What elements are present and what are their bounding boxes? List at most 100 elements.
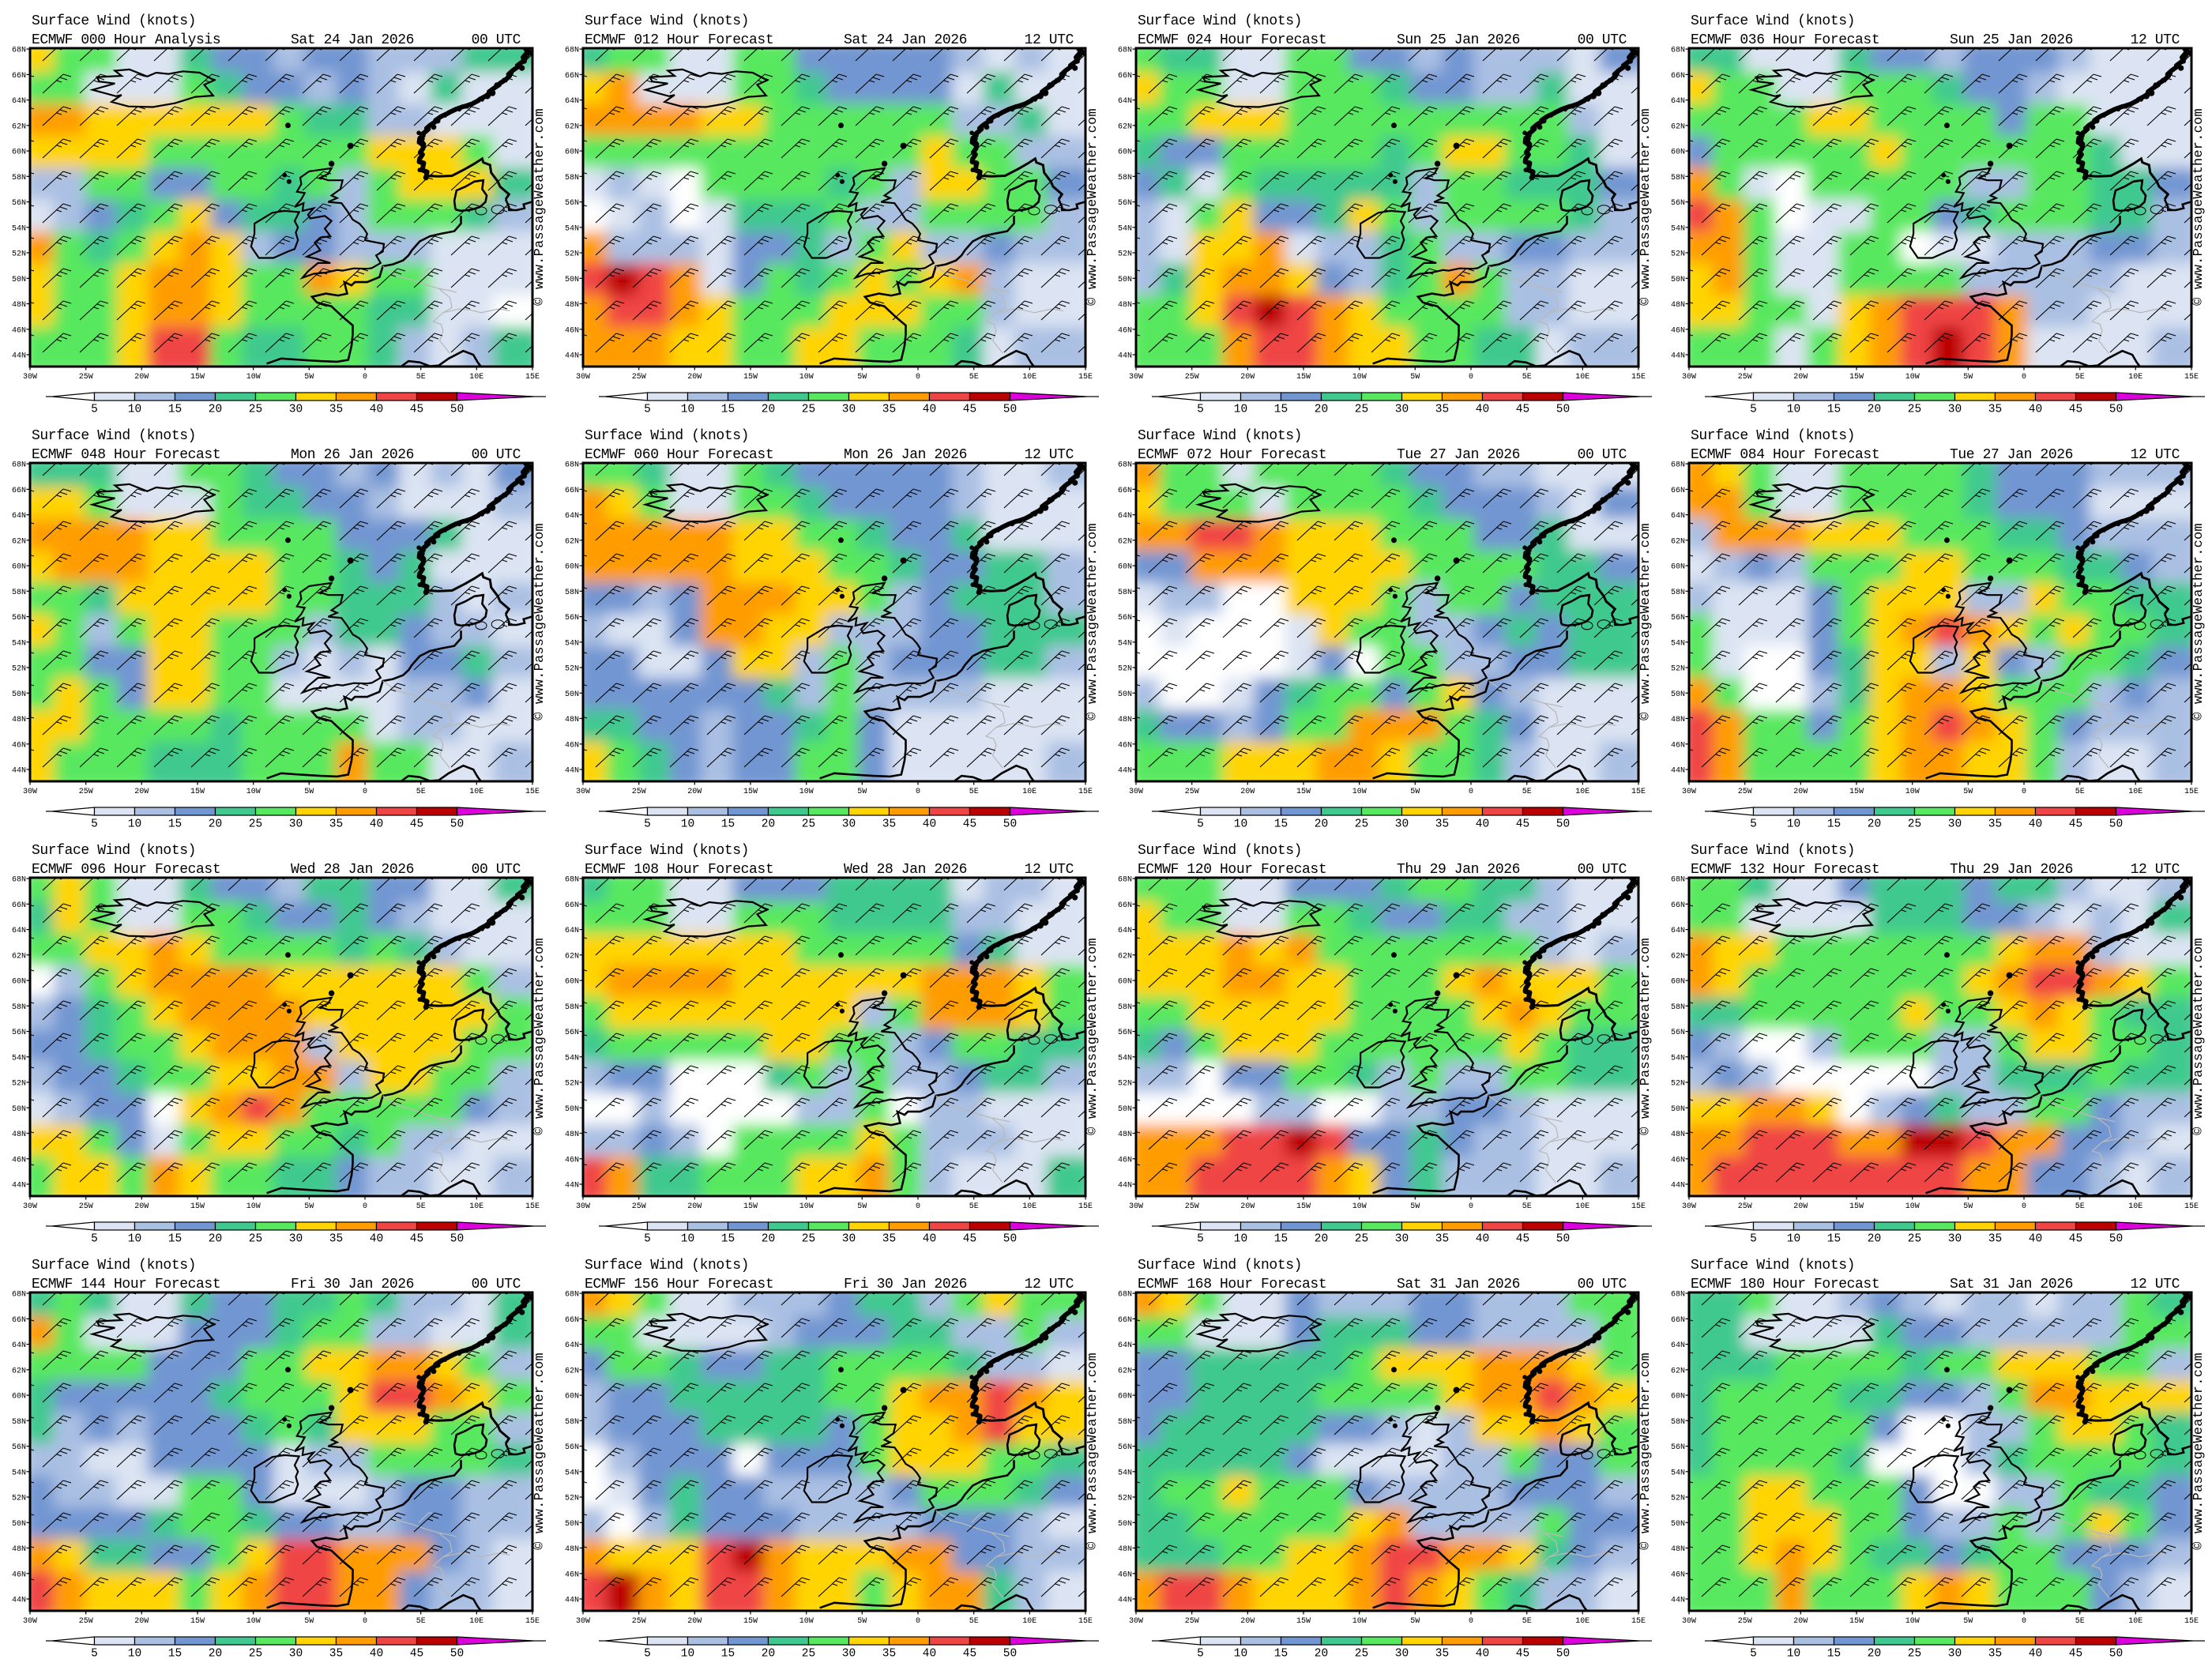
- svg-text:10E: 10E: [1575, 788, 1589, 796]
- svg-text:15E: 15E: [2184, 788, 2199, 796]
- svg-text:00 UTC: 00 UTC: [472, 447, 521, 463]
- svg-text:44N: 44N: [565, 767, 579, 776]
- svg-text:60N: 60N: [1671, 149, 1685, 157]
- svg-text:54N: 54N: [565, 639, 579, 648]
- svg-text:58N: 58N: [565, 174, 579, 182]
- svg-text:ECMWF 000 Hour Analysis: ECMWF 000 Hour Analysis: [32, 32, 220, 48]
- svg-text:15E: 15E: [1078, 1617, 1093, 1626]
- svg-text:25W: 25W: [1738, 373, 1752, 382]
- svg-text:44N: 44N: [12, 767, 26, 776]
- svg-text:58N: 58N: [1671, 174, 1685, 182]
- svg-text:48N: 48N: [1118, 301, 1132, 310]
- svg-text:Sat 31 Jan 2026: Sat 31 Jan 2026: [1397, 1277, 1520, 1292]
- svg-text:Sat 24 Jan 2026: Sat 24 Jan 2026: [291, 32, 414, 48]
- svg-text:5E: 5E: [969, 373, 979, 382]
- svg-text:66N: 66N: [565, 1316, 579, 1325]
- svg-text:66N: 66N: [1671, 901, 1685, 910]
- svg-text:Sun 25 Jan 2026: Sun 25 Jan 2026: [1397, 32, 1520, 48]
- svg-text:5W: 5W: [1963, 1202, 1973, 1211]
- svg-text:44N: 44N: [12, 352, 26, 361]
- svg-text:5W: 5W: [1963, 373, 1973, 382]
- svg-text:30W: 30W: [23, 1617, 37, 1626]
- svg-text:20W: 20W: [1240, 788, 1255, 796]
- svg-text:Surface Wind (knots): Surface Wind (knots): [1138, 428, 1302, 444]
- svg-text:0: 0: [1469, 788, 1473, 796]
- svg-text:66N: 66N: [1118, 72, 1132, 81]
- svg-text:30W: 30W: [1682, 788, 1696, 796]
- svg-text:68N: 68N: [12, 1291, 26, 1300]
- svg-text:10W: 10W: [1905, 1202, 1920, 1211]
- svg-text:52N: 52N: [1671, 250, 1685, 259]
- svg-text:64N: 64N: [565, 1341, 579, 1350]
- svg-text:64N: 64N: [12, 927, 26, 935]
- svg-text:25W: 25W: [1185, 1617, 1199, 1626]
- svg-text:5E: 5E: [969, 788, 979, 796]
- svg-text:© www.PassageWeather.com: © www.PassageWeather.com: [532, 108, 547, 306]
- svg-text:15E: 15E: [525, 373, 540, 382]
- svg-text:54N: 54N: [1671, 1054, 1685, 1063]
- svg-text:44N: 44N: [565, 352, 579, 361]
- svg-text:© www.PassageWeather.com: © www.PassageWeather.com: [1638, 523, 1653, 720]
- svg-text:Surface Wind (knots): Surface Wind (knots): [1138, 1258, 1302, 1273]
- svg-text:© www.PassageWeather.com: © www.PassageWeather.com: [1638, 1352, 1653, 1550]
- svg-text:10E: 10E: [469, 1202, 483, 1211]
- svg-text:56N: 56N: [1118, 1029, 1132, 1037]
- svg-text:Surface Wind (knots): Surface Wind (knots): [585, 13, 749, 29]
- svg-text:15W: 15W: [190, 1202, 205, 1211]
- svg-text:30W: 30W: [1682, 373, 1696, 382]
- svg-text:64N: 64N: [12, 512, 26, 521]
- svg-text:© www.PassageWeather.com: © www.PassageWeather.com: [1638, 108, 1653, 306]
- svg-text:60N: 60N: [565, 149, 579, 157]
- svg-text:12 UTC: 12 UTC: [2131, 1277, 2180, 1292]
- svg-text:Thu 29 Jan 2026: Thu 29 Jan 2026: [1397, 862, 1520, 878]
- svg-text:10W: 10W: [1352, 373, 1367, 382]
- svg-text:15E: 15E: [2184, 1617, 2199, 1626]
- svg-text:12 UTC: 12 UTC: [1025, 862, 1074, 878]
- svg-text:60N: 60N: [12, 978, 26, 987]
- svg-text:50N: 50N: [1118, 1520, 1132, 1529]
- svg-text:48N: 48N: [565, 1545, 579, 1554]
- svg-text:12 UTC: 12 UTC: [2131, 32, 2180, 48]
- svg-text:15E: 15E: [1078, 788, 1093, 796]
- svg-text:44N: 44N: [1118, 767, 1132, 776]
- svg-text:58N: 58N: [12, 1003, 26, 1012]
- svg-text:25W: 25W: [1185, 788, 1199, 796]
- svg-text:0: 0: [2022, 1202, 2026, 1211]
- svg-text:50N: 50N: [12, 1105, 26, 1114]
- svg-text:56N: 56N: [1671, 1443, 1685, 1452]
- svg-text:Surface Wind (knots): Surface Wind (knots): [32, 1258, 196, 1273]
- svg-text:20W: 20W: [134, 373, 149, 382]
- svg-text:52N: 52N: [1118, 1495, 1132, 1503]
- svg-text:10W: 10W: [1352, 1617, 1367, 1626]
- svg-text:48N: 48N: [1671, 716, 1685, 724]
- svg-text:5W: 5W: [304, 788, 314, 796]
- svg-text:25W: 25W: [632, 1202, 646, 1211]
- svg-text:52N: 52N: [1671, 665, 1685, 674]
- svg-text:52N: 52N: [12, 1495, 26, 1503]
- svg-text:30W: 30W: [23, 788, 37, 796]
- svg-text:44N: 44N: [1118, 352, 1132, 361]
- svg-text:46N: 46N: [1118, 741, 1132, 750]
- svg-text:54N: 54N: [1118, 1054, 1132, 1063]
- svg-text:56N: 56N: [1671, 1029, 1685, 1037]
- svg-text:10W: 10W: [1352, 788, 1367, 796]
- svg-text:64N: 64N: [12, 1341, 26, 1350]
- svg-text:10E: 10E: [469, 788, 483, 796]
- svg-text:15E: 15E: [1631, 1617, 1646, 1626]
- svg-text:54N: 54N: [12, 1054, 26, 1063]
- svg-text:60N: 60N: [1118, 563, 1132, 572]
- svg-text:60N: 60N: [1671, 1393, 1685, 1401]
- svg-text:20W: 20W: [1240, 373, 1255, 382]
- svg-text:© www.PassageWeather.com: © www.PassageWeather.com: [532, 938, 547, 1135]
- svg-text:30W: 30W: [576, 788, 590, 796]
- svg-text:50N: 50N: [565, 1105, 579, 1114]
- svg-text:44N: 44N: [1118, 1597, 1132, 1605]
- svg-text:44N: 44N: [1671, 1182, 1685, 1191]
- svg-text:Tue 27 Jan 2026: Tue 27 Jan 2026: [1397, 447, 1520, 463]
- svg-text:60N: 60N: [12, 1393, 26, 1401]
- svg-text:5E: 5E: [1522, 788, 1532, 796]
- svg-text:© www.PassageWeather.com: © www.PassageWeather.com: [1085, 108, 1100, 306]
- svg-text:46N: 46N: [12, 741, 26, 750]
- svg-text:68N: 68N: [565, 1291, 579, 1300]
- svg-text:5E: 5E: [2075, 373, 2085, 382]
